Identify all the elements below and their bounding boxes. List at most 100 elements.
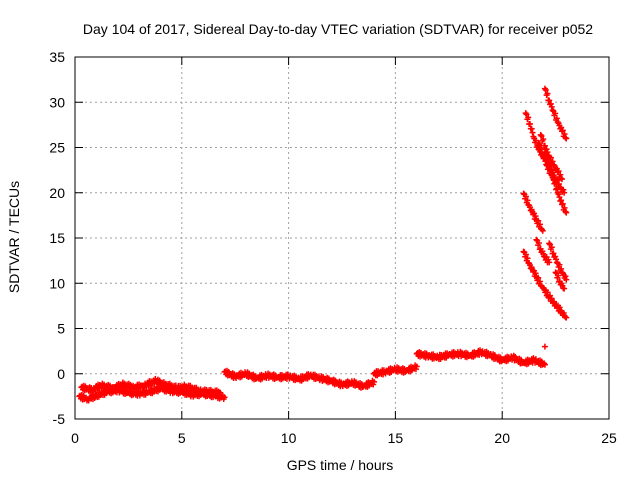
data-point-interp: [532, 213, 539, 220]
data-point-interp: [546, 158, 553, 165]
y-tick-label: -5: [53, 411, 66, 427]
data-point-interp: [562, 273, 569, 280]
data-point: [563, 314, 570, 321]
data-point: [550, 250, 557, 257]
data-point-interp: [550, 298, 557, 305]
data-point-interp: [535, 240, 542, 247]
data-point-interp: [548, 244, 555, 251]
series-arc-5: [371, 362, 420, 379]
data-point: [546, 97, 553, 104]
series-arc-7: [520, 248, 570, 321]
x-tick-label: 15: [388, 430, 404, 446]
data-point-interp: [528, 125, 535, 132]
data-point-interp: [535, 217, 542, 224]
data-point: [371, 378, 378, 385]
data-point-interp: [522, 193, 529, 200]
data-point-interp: [562, 208, 569, 215]
data-point-interp: [553, 115, 560, 122]
data-point-interp: [536, 141, 543, 148]
data-point: [554, 119, 561, 126]
data-point-interp: [561, 204, 568, 211]
data-point-interp: [553, 256, 560, 263]
data-point: [541, 142, 548, 149]
data-point-interp: [544, 289, 551, 296]
series-arc-17: [544, 153, 568, 196]
series-arc-6: [413, 347, 548, 369]
data-point-interp: [560, 186, 567, 193]
data-point-interp: [558, 175, 565, 182]
data-point-interp: [523, 111, 530, 118]
data-point-interp: [540, 136, 547, 143]
data-point-interp: [556, 181, 563, 188]
data-point-interp: [562, 134, 569, 141]
data-point: [526, 120, 533, 127]
series-arc-3: [221, 367, 335, 386]
x-axis: 0 5 10 15 20 25: [71, 57, 617, 446]
x-tick-label: 25: [601, 430, 617, 446]
data-point-interp: [559, 127, 566, 134]
series-arc-10: [546, 240, 570, 283]
data-point-interp: [529, 129, 536, 136]
data-point: [413, 363, 420, 370]
series-arc-11: [552, 269, 568, 292]
data-point: [563, 209, 570, 216]
data-point-interp: [560, 310, 567, 317]
data-point-interp: [548, 103, 555, 110]
y-tick-label: 10: [49, 275, 65, 291]
data-point: [563, 276, 570, 283]
data-point-interp: [550, 172, 557, 179]
x-axis-label: GPS time / hours: [287, 457, 394, 473]
data-point-interp: [550, 169, 557, 176]
data-point-interp: [524, 255, 531, 262]
data-point: [522, 110, 529, 117]
data-point-interp: [522, 251, 529, 258]
data-point-interp: [555, 272, 562, 279]
data-point-interp: [532, 270, 539, 277]
x-tick-label: 10: [281, 430, 297, 446]
x-tick-label: 5: [178, 430, 186, 446]
data-point-interp: [556, 261, 563, 268]
y-tick-label: 20: [49, 185, 65, 201]
data-point-interp: [537, 221, 544, 228]
data-point-interp: [555, 168, 562, 175]
y-tick-label: 35: [49, 49, 65, 65]
series-arc-4: [328, 376, 378, 391]
data-point: [539, 227, 546, 234]
data-point-interp: [537, 278, 544, 285]
data-point: [221, 394, 228, 401]
data-point-interp: [545, 256, 552, 263]
x-tick-label: 0: [71, 430, 79, 446]
data-point-interp: [547, 100, 554, 107]
data-point-interp: [552, 110, 559, 117]
data-point: [217, 389, 224, 396]
data-point-interp: [542, 87, 549, 94]
data-point-interp: [524, 197, 531, 204]
data-point-interp: [544, 90, 551, 97]
data-point-interp: [549, 107, 556, 114]
data-point: [546, 259, 553, 266]
data-point-interp: [561, 131, 568, 138]
series-isolated: [541, 343, 548, 350]
data-point-interp: [553, 186, 560, 193]
data-point-interp: [557, 171, 564, 178]
y-tick-label: 0: [57, 366, 65, 382]
y-tick-label: 25: [49, 140, 65, 156]
data-point-interp: [555, 191, 562, 198]
chart-title: Day 104 of 2017, Sidereal Day-to-day VTE…: [83, 21, 593, 37]
data-point: [541, 361, 548, 368]
data-points: [76, 85, 570, 404]
data-point-interp: [558, 265, 565, 272]
series-arc-8: [520, 190, 546, 234]
data-point-interp: [535, 274, 542, 281]
series-arc-2: [78, 376, 224, 398]
y-tick-label: 5: [57, 321, 65, 337]
data-point: [548, 166, 555, 173]
grid: [75, 57, 609, 419]
data-point: [546, 240, 553, 247]
data-point-interp: [538, 133, 545, 140]
data-point: [563, 135, 570, 142]
x-tick-label: 20: [494, 430, 510, 446]
data-point-interp: [556, 304, 563, 311]
data-point: [537, 131, 544, 138]
data-point: [559, 176, 566, 183]
